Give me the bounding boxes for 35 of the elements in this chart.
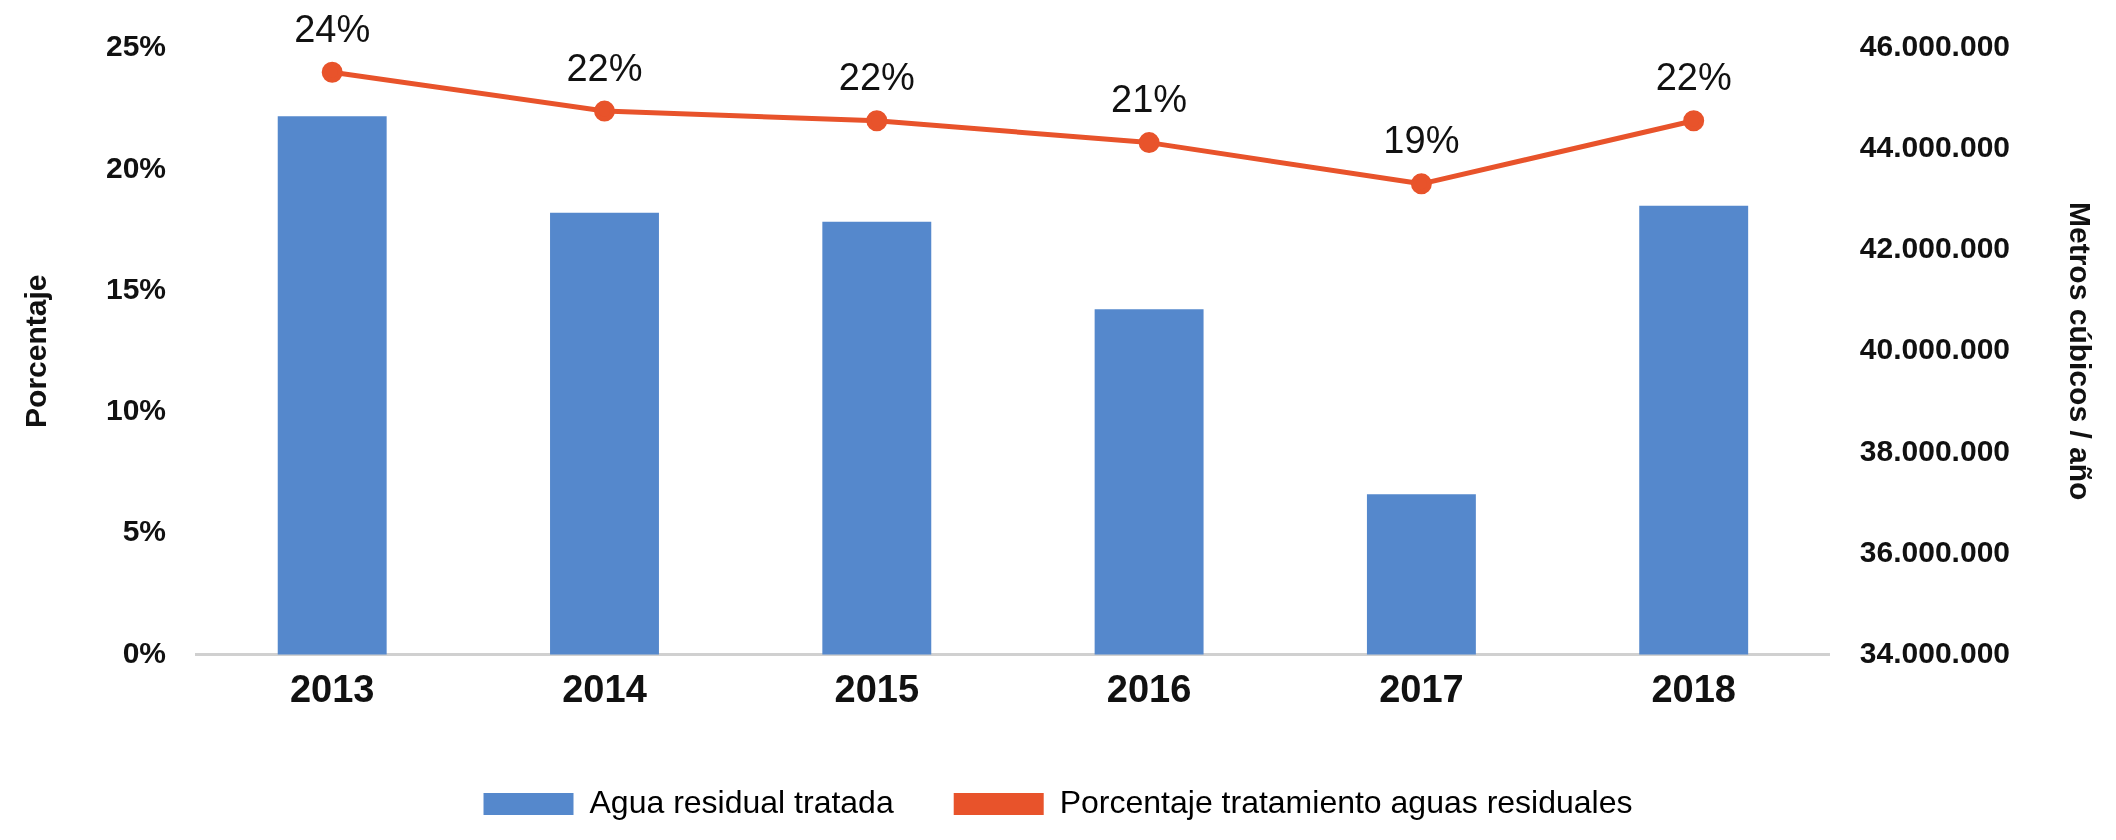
y2-tick-label: 44.000.000 bbox=[1859, 130, 2011, 164]
y-tick-label: 20% bbox=[106, 150, 167, 184]
y-tick-label: 10% bbox=[106, 393, 167, 427]
legend-label: Porcentaje tratamiento aguas residuales bbox=[1059, 783, 1633, 820]
data-label: 22% bbox=[566, 46, 643, 89]
legend-label: Agua residual tratada bbox=[589, 783, 894, 820]
y-tick-label: 0% bbox=[122, 635, 167, 669]
data-label: 21% bbox=[1111, 78, 1188, 121]
y-axis-title: Porcentaje bbox=[19, 274, 53, 428]
y2-tick-label: 40.000.000 bbox=[1859, 332, 2011, 366]
y-tick-label: 15% bbox=[106, 271, 167, 305]
point bbox=[1410, 173, 1432, 195]
x-tick-label: 2014 bbox=[562, 667, 647, 710]
y2-tick-label: 42.000.000 bbox=[1859, 231, 2011, 265]
y2-axis-title: Metros cúbicos / año bbox=[2063, 202, 2097, 501]
data-label: 19% bbox=[1383, 119, 1460, 162]
point bbox=[321, 61, 343, 83]
x-tick-label: 2015 bbox=[834, 667, 920, 710]
y2-tick-label: 46.000.000 bbox=[1859, 29, 2011, 63]
data-label: 24% bbox=[294, 7, 371, 50]
data-label: 22% bbox=[838, 56, 915, 99]
y2-tick-label: 36.000.000 bbox=[1859, 534, 2011, 568]
point bbox=[594, 100, 615, 122]
y-tick-label: 5% bbox=[122, 514, 167, 548]
x-tick-label: 2018 bbox=[1651, 667, 1736, 710]
y-tick-label: 25% bbox=[106, 29, 167, 63]
point bbox=[866, 110, 888, 132]
point bbox=[1138, 132, 1160, 154]
data-label: 22% bbox=[1655, 56, 1732, 99]
point bbox=[1683, 110, 1705, 132]
x-tick-label: 2013 bbox=[289, 667, 375, 710]
y2-tick-label: 34.000.000 bbox=[1859, 635, 2011, 669]
y2-tick-label: 38.000.000 bbox=[1859, 433, 2011, 467]
x-tick-label: 2017 bbox=[1379, 667, 1464, 710]
x-tick-label: 2016 bbox=[1106, 667, 1192, 710]
